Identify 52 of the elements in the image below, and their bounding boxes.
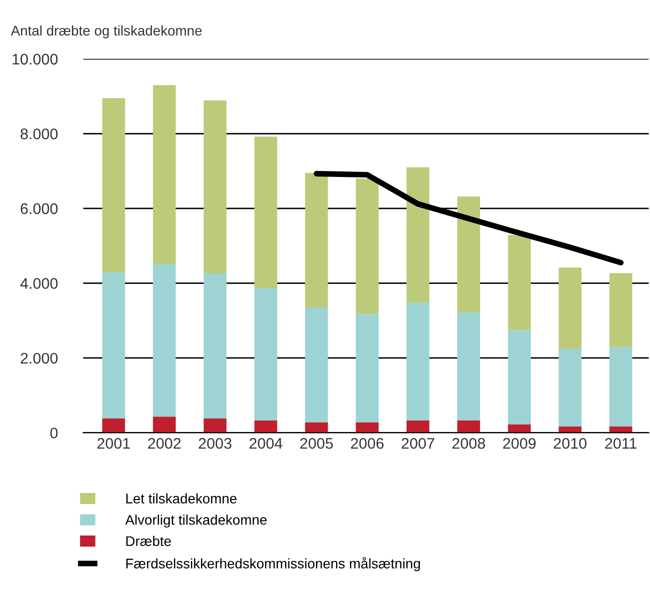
y-tick-label: 8.000 [20,128,58,140]
x-tick-label: 2011 [605,438,636,449]
bar [254,420,278,433]
bar [406,420,430,433]
bar [609,347,632,426]
bar [305,172,328,308]
bar [305,422,328,433]
bar [457,420,480,433]
bar [152,85,176,264]
bar [508,330,531,424]
x-tick-label: 2005 [300,438,333,449]
y-tick-label: 2.000 [20,352,58,364]
bar [356,178,379,314]
legend-label: Dræbte [126,536,171,546]
bar [254,288,278,420]
y-tick-label: 6.000 [20,203,58,214]
x-tick-label: 2009 [503,438,536,449]
bar [102,418,126,433]
x-tick-label: 2006 [350,438,384,449]
bar [305,307,328,422]
bar [254,136,278,288]
x-tick-label: 2002 [148,438,181,449]
bar [152,264,176,417]
x-tick-label: 2010 [554,438,586,449]
bar [102,272,126,419]
bar [558,267,582,349]
legend-label: Alvorligt tilskadekomne [125,514,267,528]
legend-label: Færdselssikkerhedskommissionens målsætning [126,557,420,572]
x-tick-label: 2008 [452,438,485,449]
x-tick-label: 2007 [402,438,434,449]
bar [609,273,632,348]
bar [204,273,226,419]
bar [406,167,430,303]
y-tick-label: 0 [50,428,58,438]
bar [102,98,126,272]
bar [508,424,531,433]
bar [457,196,480,312]
x-tick-label: 2004 [250,438,282,449]
legend-label: Let tilskadekomne [126,493,237,504]
bar [204,100,226,274]
bar [457,312,480,420]
bar [152,416,176,433]
bar [204,418,226,433]
bar [508,234,531,330]
bar [356,314,379,422]
bar [406,302,430,420]
y-tick-label: 10.000 [12,54,58,65]
bar [558,348,582,426]
y-tick-label: 4.000 [20,278,58,289]
x-tick-label: 2001 [97,438,130,449]
x-tick-label: 2003 [198,438,232,449]
y-axis-title: Antal dræbte og tilskadekomne [10,25,202,38]
